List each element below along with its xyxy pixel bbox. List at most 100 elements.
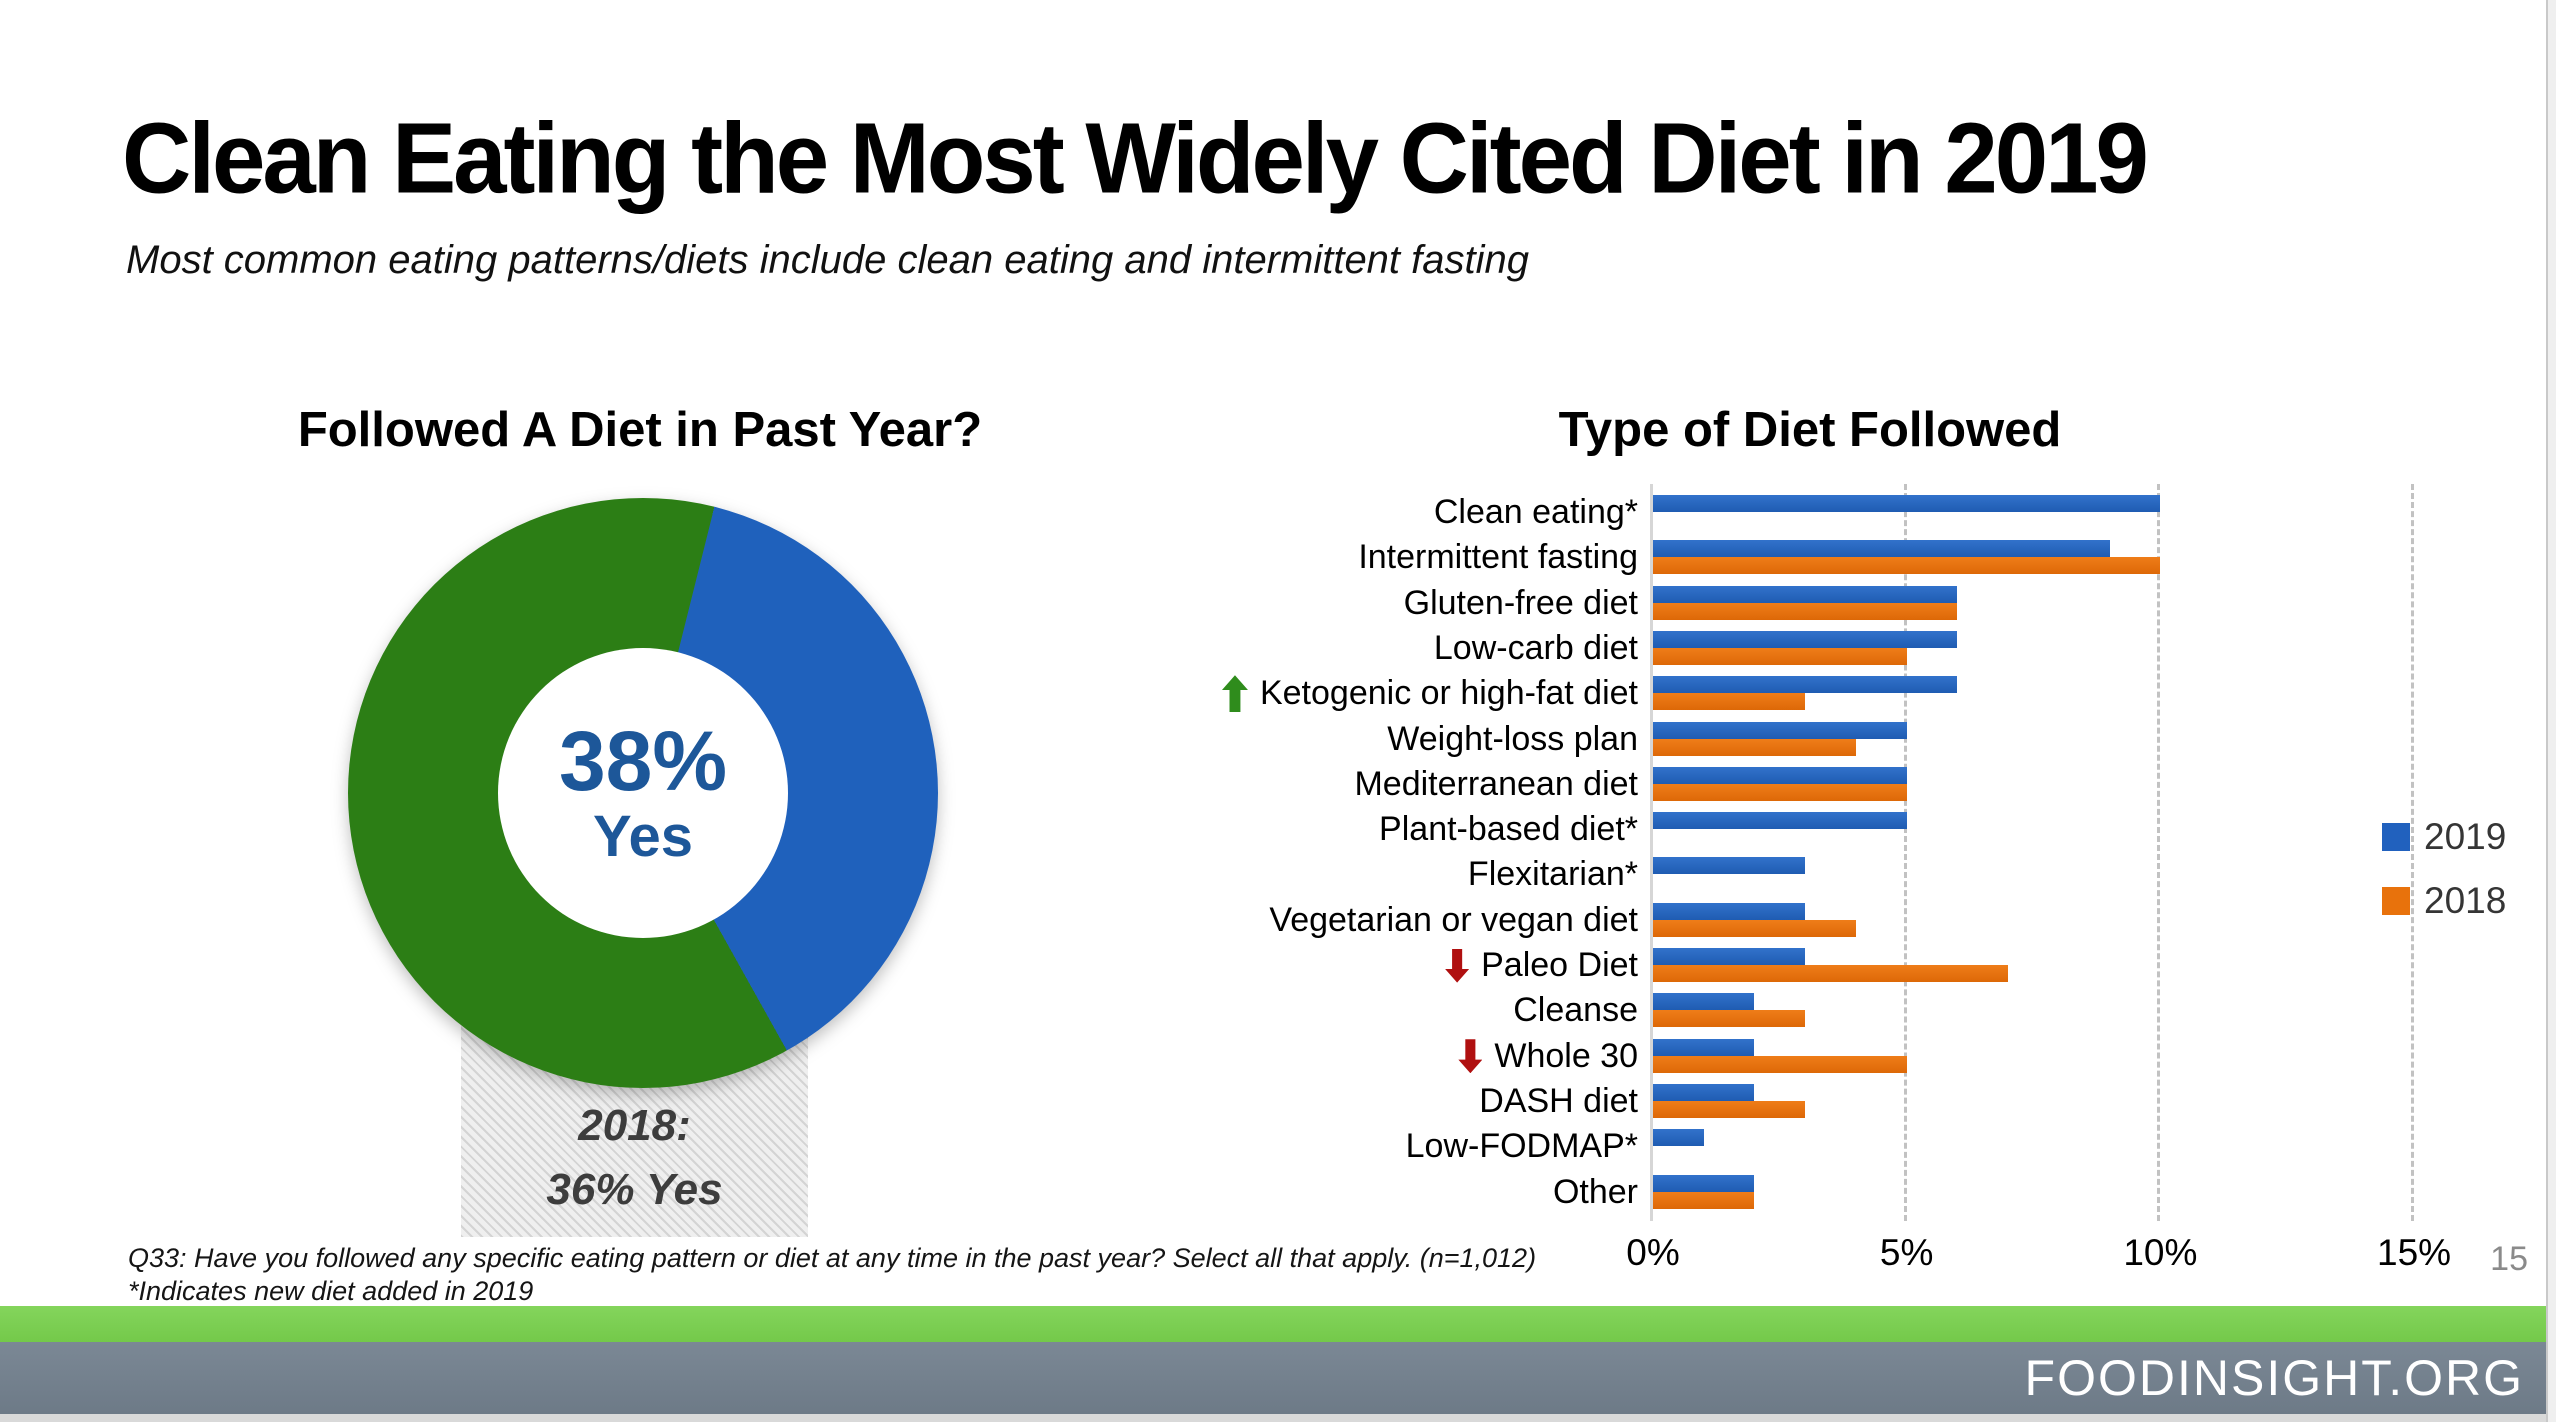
category-label: Plant-based diet* [1250, 807, 1638, 852]
bar-2019 [1653, 676, 1958, 694]
bar-2018 [1653, 693, 1806, 711]
category-label-text: Plant-based diet* [1379, 810, 1638, 849]
bar-2019 [1653, 1174, 1755, 1192]
bar-cell [1653, 852, 2480, 897]
bar-2018 [1653, 783, 1907, 801]
bar-cell [1653, 490, 2480, 535]
bar-cell [1653, 1034, 2480, 1079]
x-axis-tick-label: 5% [1879, 1232, 1934, 1273]
bar-row: DASH diet [1250, 1079, 2480, 1124]
category-label-text: DASH diet [1479, 1082, 1638, 1121]
category-label-text: Low-carb diet [1433, 628, 1638, 667]
bar-2018 [1653, 557, 2161, 575]
bar-row: Intermittent fasting [1250, 535, 2480, 580]
category-label: Low-carb diet [1250, 626, 1638, 671]
category-label-text: Flexitarian* [1467, 855, 1638, 894]
page-title: Clean Eating the Most Widely Cited Diet … [122, 103, 2149, 215]
category-label: Other [1250, 1170, 1638, 1215]
category-label: Gluten-free diet [1250, 581, 1638, 626]
bar-row: Paleo Diet [1250, 943, 2480, 988]
category-label: Flexitarian* [1250, 852, 1638, 897]
bar-2018 [1653, 1055, 1907, 1073]
bar-2019 [1653, 540, 2110, 558]
category-label-text: Clean eating* [1433, 493, 1638, 531]
category-label: Mediterranean diet [1250, 762, 1638, 807]
category-label: Intermittent fasting [1250, 535, 1638, 580]
bar-2018 [1653, 738, 1856, 756]
bar-cell [1653, 581, 2480, 626]
category-label: Paleo Diet [1250, 943, 1638, 988]
bar-row: Plant-based diet* [1250, 807, 2480, 852]
bar-row: Cleanse [1250, 988, 2480, 1033]
bar-cell [1653, 717, 2480, 762]
category-label-text: Weight-loss plan [1387, 719, 1638, 758]
category-label-text: Gluten-free diet [1403, 583, 1638, 622]
bar-row: Clean eating* [1250, 490, 2480, 535]
bar-cell [1653, 1124, 2480, 1169]
category-label: Clean eating* [1250, 490, 1638, 535]
bar-2018 [1653, 1101, 1806, 1119]
bar-2019 [1653, 630, 1958, 648]
bar-row: Low-FODMAP* [1250, 1124, 2480, 1169]
bar-row: Other [1250, 1170, 2480, 1215]
category-label-text: Low-FODMAP* [1405, 1127, 1638, 1166]
bar-row: Mediterranean diet [1250, 762, 2480, 807]
bar-row: Ketogenic or high-fat diet [1221, 671, 2480, 716]
x-axis-tick-label: 15% [2377, 1232, 2452, 1273]
bar-row: Flexitarian* [1250, 852, 2480, 897]
footer-brand: FOODINSIGHT.ORG [2024, 1350, 2524, 1406]
legend-item-2019: 2019 [2382, 816, 2506, 858]
annotation-line-2: 36% Yes [546, 1164, 723, 1214]
legend-swatch-icon [2382, 823, 2410, 851]
bar-cell [1653, 807, 2480, 852]
bar-cell [1653, 626, 2480, 671]
legend-label: 2018 [2424, 880, 2507, 921]
bar-cell [1653, 535, 2480, 580]
bar-2019 [1653, 585, 1958, 603]
gridline-15pct [2411, 484, 2415, 1221]
category-label: Vegetarian or vegan diet [1250, 898, 1638, 943]
trend-up-arrow-icon [1221, 675, 1248, 713]
legend-label: 2019 [2424, 816, 2507, 857]
donut-chart: 38% Yes [348, 498, 938, 1088]
bar-2018 [1653, 647, 1907, 665]
slide-right-edge [2546, 0, 2556, 1422]
bar-cell [1653, 988, 2480, 1033]
donut-center-sublabel: Yes [593, 804, 693, 870]
legend-swatch-icon [2382, 887, 2410, 915]
bar-2018 [1653, 919, 1856, 937]
bar-2019 [1653, 1084, 1755, 1102]
bar-cell [1653, 671, 2480, 716]
x-axis-tick-label: 10% [2123, 1232, 2198, 1273]
bar-chart-title: Type of Diet Followed [1558, 403, 2062, 457]
bar-row: Whole 30 [1250, 1034, 2480, 1079]
bar-2018 [1653, 602, 1958, 620]
bar-cell [1653, 762, 2480, 807]
bar-cell [1653, 1170, 2480, 1215]
bar-2019 [1653, 902, 1806, 920]
donut-center-percent: 38% [558, 714, 728, 808]
bar-2019 [1653, 948, 1806, 966]
category-label: DASH diet [1250, 1079, 1638, 1124]
category-label-text: Vegetarian or vegan diet [1269, 900, 1638, 939]
x-axis-tick-label: 0% [1626, 1232, 1680, 1273]
footer-bottom-strip [0, 1414, 2556, 1422]
bar-row: Weight-loss plan [1250, 717, 2480, 762]
bar-cell [1653, 1079, 2480, 1124]
gridline-5pct [1903, 484, 1907, 1221]
chart-legend: 2019 2018 [2382, 816, 2506, 944]
x-axis-line [1650, 484, 1653, 1221]
trend-down-arrow-icon [1445, 948, 1470, 983]
category-label-text: Intermittent fasting [1358, 538, 1638, 577]
bar-2019 [1653, 857, 1806, 875]
bar-chart: Clean eating* Intermittent fasting Gluten-… [1221, 484, 2480, 1221]
footer-bar: FOODINSIGHT.ORG [0, 1342, 2556, 1414]
bar-2019 [1653, 1129, 1704, 1147]
category-label-text: Whole 30 [1494, 1036, 1638, 1075]
gridline-10pct [2157, 484, 2161, 1221]
bar-cell [1653, 943, 2480, 988]
bar-2019 [1653, 1038, 1755, 1056]
category-label: Cleanse [1250, 988, 1638, 1033]
bar-row: Vegetarian or vegan diet [1250, 898, 2480, 943]
